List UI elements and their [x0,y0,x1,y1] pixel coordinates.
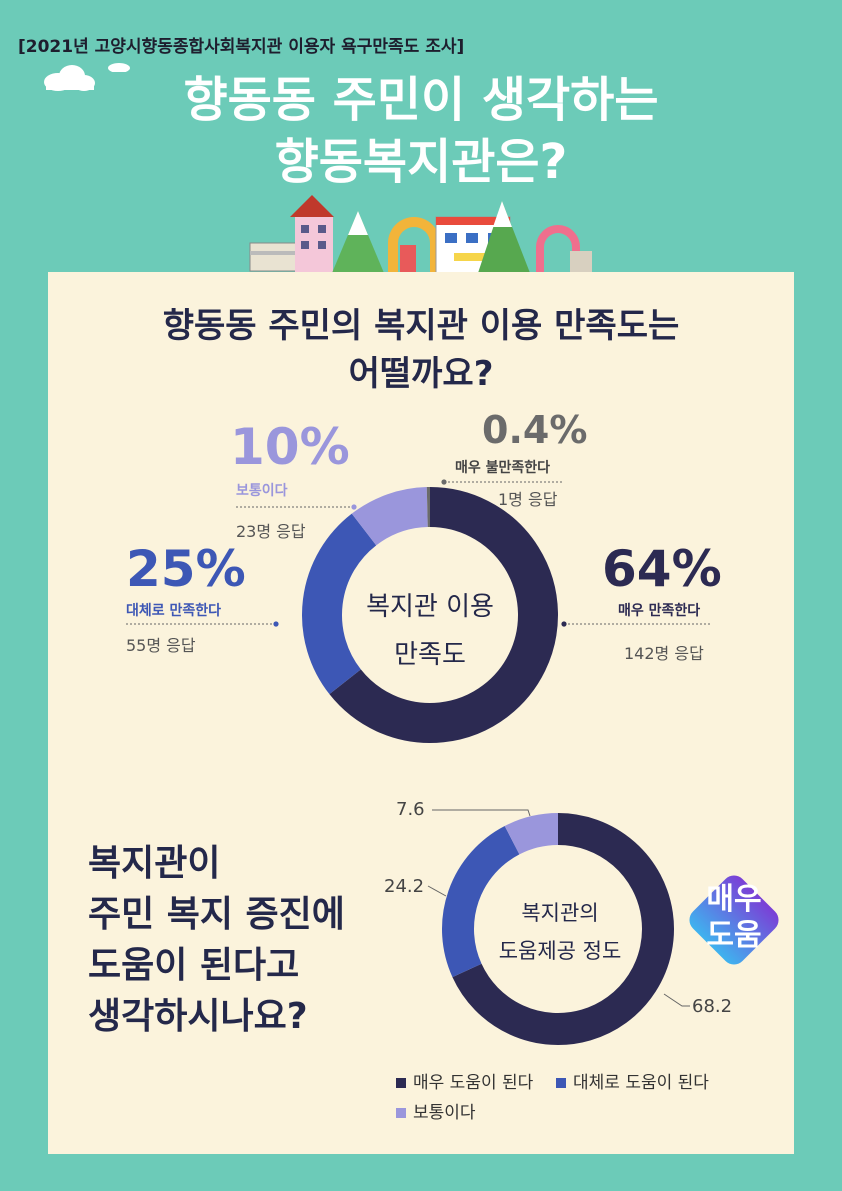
legend-label: 매우 도움이 된다 [413,1073,534,1093]
leader-dot [273,621,279,627]
mostly-satisfied-count: 55명 응답 [126,636,196,655]
very-helpful-badge [689,875,779,965]
mostly-satisfied-label: 대체로 만족한다 [126,603,222,619]
legend-item-neutral: 보통이다 [396,1098,476,1123]
very-dissatisfied-count: 1명 응답 [498,490,558,509]
slice-very-helpful [452,813,674,1045]
leader-value-7-6 [432,809,531,817]
neutral-percent: 10% [230,418,350,476]
survey-tag: [2021년 고양시향동종합사회복지관 이용자 욕구만족도 조사] [18,37,465,57]
legend-label: 보통이다 [413,1103,476,1123]
donut1-center-line2: 만족도 [394,640,466,670]
leader-dot [441,479,447,485]
legend-item-very-helpful: 매우 도움이 된다 [396,1068,533,1093]
badge-line1: 매우 [706,882,762,917]
very-satisfied-label: 매우 만족한다 [618,603,701,619]
slice-neutral [351,487,429,546]
donut1-center-line1: 복지관 이용 [366,592,494,622]
leader-dot [561,621,567,627]
question2-line: 복지관이 [88,843,221,884]
main-title-line1: 향동동 주민이 생각하는 [183,72,659,128]
question2-line: 주민 복지 증진에 [88,894,345,935]
cloud-icon [44,65,95,91]
very-satisfied-percent: 64% [602,540,722,598]
mostly-satisfied-percent: 25% [126,540,246,598]
cloud-icon [108,63,130,72]
leader-value-68-2 [663,993,690,1007]
question1-line1: 향동동 주민의 복지관 이용 만족도는 [162,306,680,346]
neutral-label: 보통이다 [236,483,288,499]
slice-mostly-helpful [442,825,520,978]
badge-line2: 도움 [706,918,762,953]
town-illustration [249,195,592,273]
legend-swatch [396,1108,406,1118]
question2-line: 도움이 된다고 [88,945,300,986]
donut2-center-line1: 복지관의 [521,901,599,925]
value-label-very: 68.2 [692,996,733,1017]
slice-neutral-help [504,813,559,855]
very-dissatisfied-label: 매우 불만족한다 [455,460,551,476]
legend-label: 대체로 도움이 된다 [573,1073,709,1093]
badge-text: 매우 도움 [676,882,792,954]
question2-line: 생각하시나요? [88,996,308,1037]
question1-line2: 어떨까요? [348,354,494,394]
legend-swatch [556,1078,566,1088]
value-label-neutral: 7.6 [396,799,425,820]
legend-swatch [396,1078,406,1088]
slice-very-satisfied [329,487,558,743]
slice-mostly-satisfied [302,513,377,695]
question2: 복지관이 주민 복지 증진에 도움이 된다고 생각하시나요? [88,838,345,1042]
main-title-line2: 향동복지관은? [274,134,568,190]
neutral-count: 23명 응답 [236,522,306,541]
legend-item-mostly-helpful: 대체로 도움이 된다 [556,1068,709,1093]
leader-dot [351,504,357,510]
value-label-mostly: 24.2 [384,876,425,897]
very-satisfied-count: 142명 응답 [624,644,704,663]
donut2-center-line2: 도움제공 정도 [498,939,622,963]
leader-value-24-2 [427,885,447,897]
very-dissatisfied-percent: 0.4% [482,408,588,452]
